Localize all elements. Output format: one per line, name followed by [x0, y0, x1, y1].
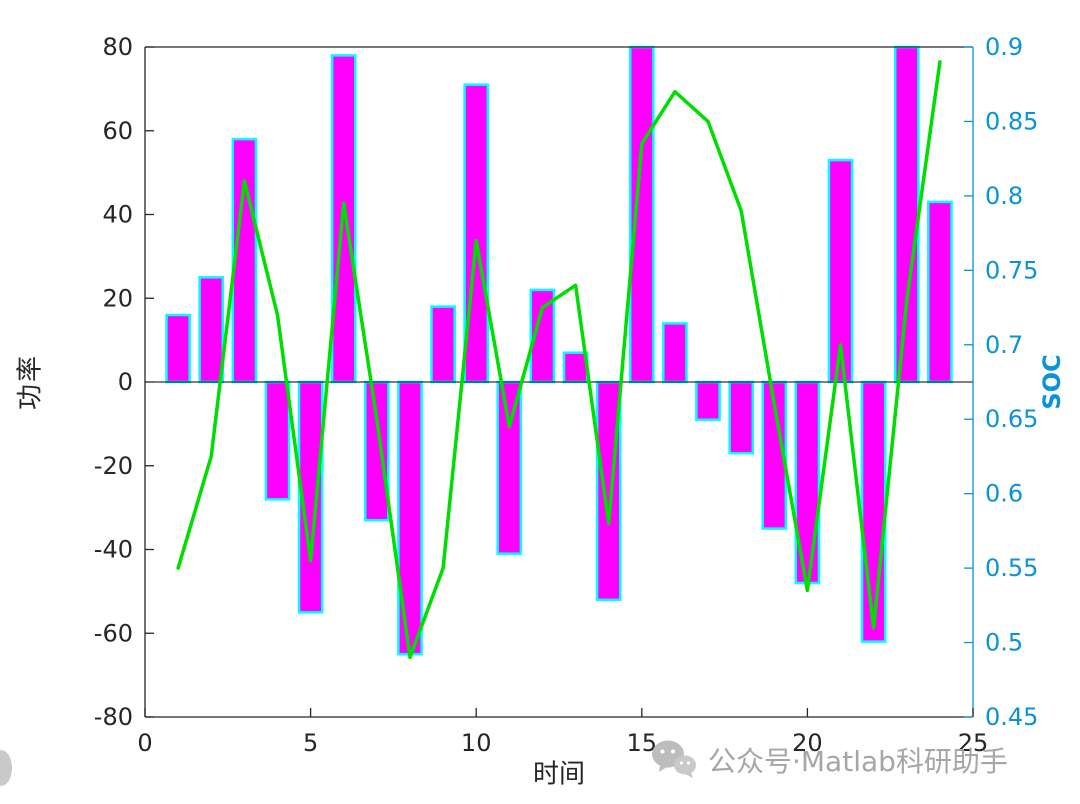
watermark-fragment: [0, 750, 12, 786]
y-right-tick-label: 0.7: [985, 331, 1023, 359]
y-left-tick-label: 0: [118, 368, 133, 396]
power-bar: [927, 200, 953, 384]
power-bar: [496, 380, 523, 555]
y-right-tick-label: 0.5: [985, 629, 1023, 657]
y-left-tick-label: -60: [94, 619, 133, 647]
y-left-tick-label: 80: [102, 33, 133, 61]
y-right-tick-label: 0.45: [985, 703, 1038, 731]
wechat-icon: [650, 738, 698, 782]
y-left-tick-label: 20: [102, 284, 133, 312]
x-tick-label: 15: [627, 729, 658, 757]
y-right-tick-label: 0.75: [985, 256, 1038, 284]
axis-ticks: [144, 46, 974, 718]
power-bar: [728, 380, 755, 455]
y-axis-label-left: 功率: [15, 353, 46, 411]
x-tick-label: 25: [958, 729, 989, 757]
y-right-tick-label: 0.8: [985, 182, 1023, 210]
power-bar: [662, 322, 688, 384]
y-right-tick-label: 0.55: [985, 554, 1038, 582]
y-axis-label-right: SOC: [1038, 354, 1066, 410]
power-bar: [198, 276, 225, 384]
y-left-tick-label: -80: [94, 703, 133, 731]
x-tick-label: 20: [792, 729, 823, 757]
power-bar: [695, 380, 721, 421]
x-tick-label: 0: [137, 729, 152, 757]
y-left-tick-label: 60: [102, 117, 133, 145]
y-left-tick-label: -40: [94, 536, 133, 564]
x-axis-label: 时间: [532, 759, 586, 790]
x-tick-label: 10: [461, 729, 492, 757]
y-right-tick-label: 0.85: [985, 107, 1038, 135]
power-bar: [893, 45, 920, 384]
power-bar: [562, 351, 589, 384]
tick-labels: 0 5 10 15 20 25 -80 -60 -40 -20 0 20 40 60 80 0.45 0.5 0.…: [94, 33, 1039, 757]
power-bar: [430, 305, 456, 384]
watermark-text: 公众号·Matlab科研助手: [708, 745, 1008, 778]
y-left-tick-label: -20: [94, 452, 133, 480]
power-bar: [628, 45, 655, 384]
y-right-tick-label: 0.6: [985, 480, 1023, 508]
power-bar: [397, 380, 423, 656]
y-right-tick-label: 0.9: [985, 33, 1023, 61]
power-bars: [165, 45, 953, 656]
watermark: 公众号·Matlab科研助手: [650, 738, 1008, 782]
power-bar: [363, 380, 390, 522]
soc-line: [176, 60, 942, 660]
y-right-tick-label: 0.65: [985, 405, 1038, 433]
y-left-tick-label: 40: [102, 201, 133, 229]
power-bar: [860, 380, 887, 643]
x-tick-label: 5: [303, 729, 318, 757]
power-bar: [165, 313, 191, 384]
power-bar: [264, 380, 291, 501]
